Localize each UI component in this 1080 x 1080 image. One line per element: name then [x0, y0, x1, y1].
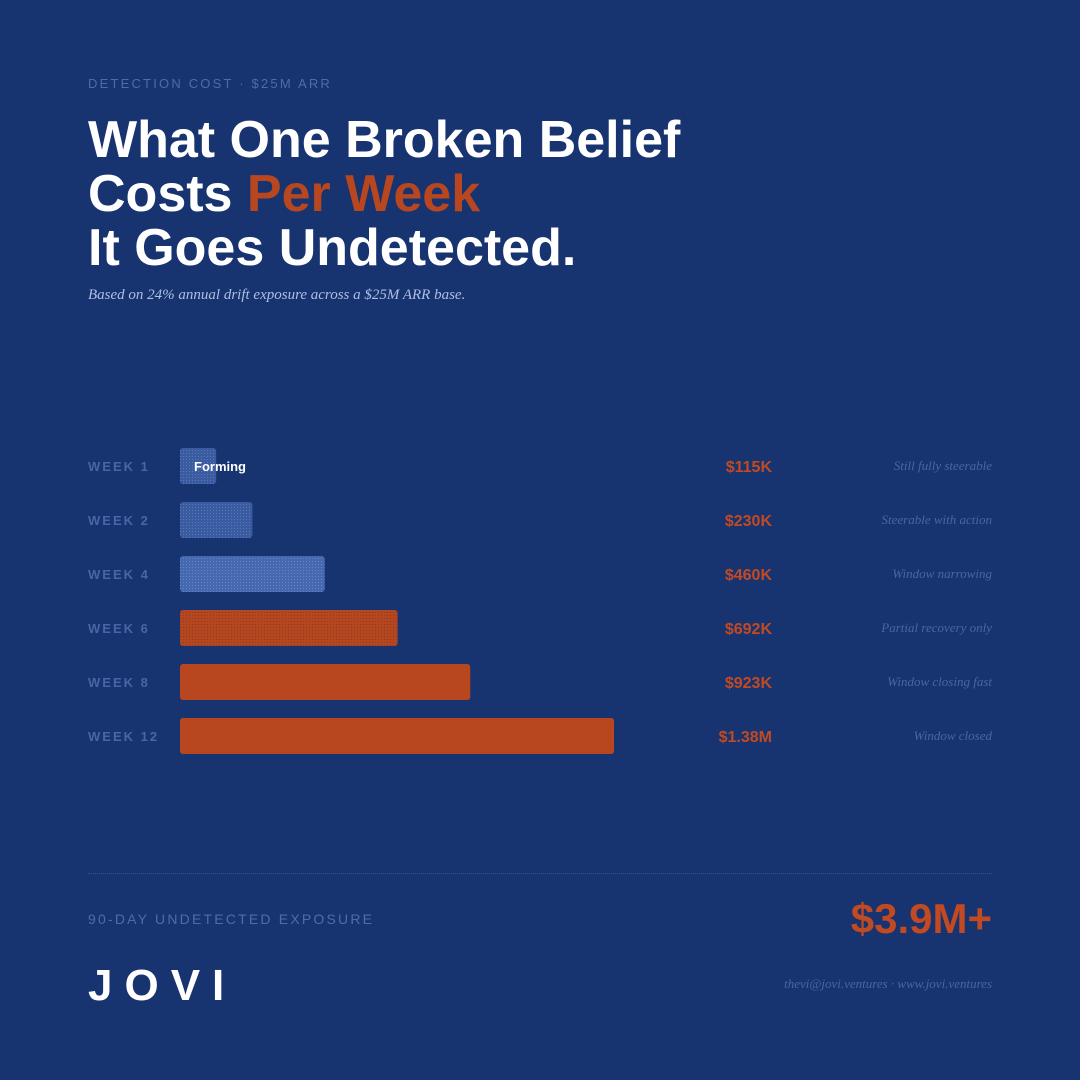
headline-line-2-prefix: Costs — [88, 165, 247, 223]
bar — [180, 718, 615, 754]
value-label: $923K — [725, 675, 773, 692]
week-label: WEEK 12 — [88, 729, 159, 744]
note-label: Window closing fast — [887, 674, 992, 689]
headline-line-1: What One Broken Belief — [88, 111, 681, 169]
week-label: WEEK 8 — [88, 675, 150, 690]
note-label: Window narrowing — [892, 566, 992, 581]
value-label: $115K — [726, 459, 773, 476]
headline-line-2-accent: Per Week — [246, 165, 481, 223]
jovi-logo: JOVI — [88, 962, 236, 1006]
bar — [180, 664, 471, 700]
note-label: Window closed — [914, 728, 993, 743]
bar — [180, 610, 398, 646]
headline: What One Broken Belief Costs Per Week It… — [88, 113, 680, 275]
note-label: Still fully steerable — [894, 458, 992, 473]
footer-divider — [88, 873, 992, 874]
headline-line-3: It Goes Undetected. — [88, 219, 577, 277]
week-label: WEEK 2 — [88, 513, 150, 528]
note-label: Steerable with action — [882, 512, 992, 527]
bar — [180, 556, 325, 592]
value-label: $1.38M — [719, 729, 772, 746]
subtitle: Based on 24% annual drift exposure acros… — [88, 287, 466, 303]
value-label: $692K — [725, 621, 773, 638]
week-label: WEEK 1 — [88, 459, 150, 474]
total-exposure-value: $3.9M+ — [850, 895, 992, 942]
week-label: WEEK 4 — [88, 567, 150, 582]
kicker-label: DETECTION COST · $25M ARR — [88, 76, 333, 91]
bar-annotation: Forming — [194, 459, 246, 474]
logo-wordmark: JOVI — [88, 962, 236, 1006]
chart-rows: WEEK 1 Forming $115K Still fully steerable W… — [88, 448, 992, 754]
contact-line: thevi@jovi.ventures · www.jovi.ventures — [784, 976, 992, 991]
value-label: $230K — [725, 513, 773, 530]
note-label: Partial recovery only — [880, 620, 992, 635]
weekly-cost-bar-chart: WEEK 1 Forming $115K Still fully steerable W… — [88, 448, 992, 754]
bar — [180, 448, 217, 484]
week-label: WEEK 6 — [88, 621, 150, 636]
value-label: $460K — [725, 567, 773, 584]
bar — [180, 502, 253, 538]
total-exposure-label: 90-DAY UNDETECTED EXPOSURE — [88, 911, 375, 927]
